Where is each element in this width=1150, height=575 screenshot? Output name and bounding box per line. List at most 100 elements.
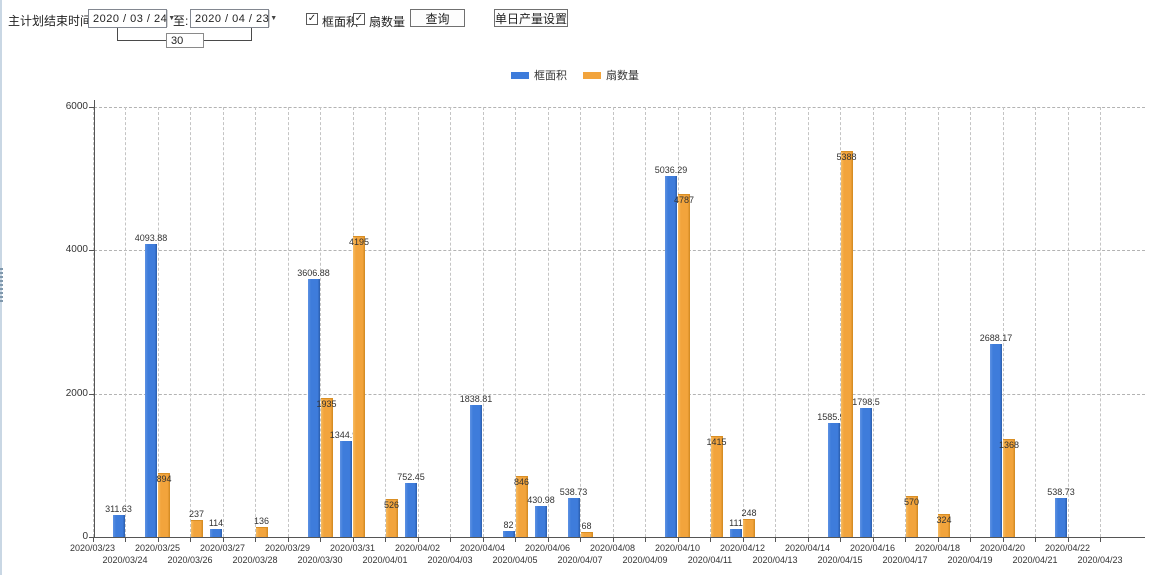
x-tick [775, 538, 776, 542]
y-tick-label: 6000 [65, 101, 88, 112]
bar-value-label: 1415 [706, 436, 727, 447]
bar-fan-count [1003, 438, 1015, 537]
x-tick [710, 538, 711, 542]
date-from-picker[interactable]: 2020 / 03 / 24 ▼ [88, 9, 175, 28]
splitter-handle[interactable] [0, 268, 3, 302]
v-gridline [125, 107, 126, 537]
x-tick [255, 538, 256, 542]
bar-fan-count [190, 520, 203, 537]
v-gridline [807, 107, 809, 537]
legend-swatch-icon [511, 71, 529, 79]
x-tick-label: 2020/04/04 [459, 543, 506, 553]
x-tick [1067, 538, 1069, 542]
y-tick-label: 4000 [65, 244, 88, 256]
x-tick [970, 538, 971, 542]
x-tick-label: 2020/04/13 [752, 555, 798, 565]
bar-frame-area [1055, 498, 1067, 537]
x-tick [125, 538, 126, 542]
legend-label: 框面积 [534, 70, 567, 82]
date-to-picker[interactable]: 2020 / 04 / 23 ▼ [190, 9, 277, 28]
x-tick [385, 538, 386, 542]
x-tick-label: 2020/04/01 [362, 555, 408, 565]
legend-item-1: 扇数量 [583, 67, 639, 83]
x-tick-label: 2020/04/21 [1012, 555, 1058, 565]
bar-value-label: 68 [581, 521, 592, 532]
x-tick-label: 2020/04/06 [524, 543, 571, 553]
bar-value-label: 1798.5 [852, 397, 880, 408]
x-tick [92, 538, 94, 542]
bar-value-label: 1368 [998, 439, 1020, 450]
bar-fan-count [353, 236, 365, 537]
bar-value-label: 5388 [836, 151, 857, 162]
x-tick-label: 2020/04/20 [979, 543, 1026, 553]
bar-fan-count [938, 513, 950, 537]
bar-value-label: 248 [741, 508, 757, 519]
x-tick-label: 2020/03/30 [297, 555, 343, 565]
bar-value-label: 846 [513, 477, 530, 488]
legend-swatch-icon [583, 71, 601, 79]
bar-value-label: 526 [383, 500, 400, 511]
v-gridline [222, 107, 224, 537]
fan-count-checkbox[interactable]: ✓ [353, 13, 365, 25]
daily-output-settings-button[interactable]: 单日产量设置 [494, 9, 568, 27]
x-tick [807, 538, 809, 542]
x-tick-label: 2020/04/12 [719, 543, 766, 553]
bar-frame-area [340, 440, 352, 537]
bar-value-label: 111 [729, 518, 743, 529]
bar-frame-area [665, 176, 677, 537]
x-tick-label: 2020/03/25 [134, 543, 181, 553]
v-gridline [710, 107, 711, 537]
frame-area-checkbox[interactable]: ✓ [306, 13, 318, 25]
x-tick-label: 2020/04/22 [1044, 543, 1091, 553]
x-tick [580, 538, 581, 542]
bar-value-label: 114 [208, 517, 224, 528]
bracket-line-left [117, 28, 118, 41]
query-button[interactable]: 查询 [410, 9, 465, 27]
bar-fan-count [255, 527, 268, 537]
date-to-dropdown-arrow-icon[interactable]: ▼ [269, 10, 277, 27]
y-tick [89, 250, 94, 252]
bar-value-label: 324 [936, 514, 952, 525]
bar-value-label: 894 [156, 473, 172, 484]
bar-fan-count [385, 499, 398, 537]
bar-value-label: 4787 [673, 194, 695, 205]
h-gridline [94, 393, 1145, 395]
x-tick [320, 538, 321, 542]
y-tick [89, 537, 94, 538]
interval-days-input[interactable]: 30 [166, 33, 204, 48]
bar-frame-area [307, 278, 320, 537]
v-gridline [905, 107, 906, 537]
x-tick-label: 2020/04/17 [882, 555, 928, 565]
bar-fan-count [840, 150, 853, 537]
v-gridline [1067, 107, 1069, 537]
x-tick [482, 538, 484, 542]
bar-fan-count [905, 496, 918, 537]
v-gridline [872, 107, 874, 537]
bar-value-label: 570 [903, 497, 920, 508]
v-gridline [92, 107, 94, 537]
v-gridline [515, 107, 516, 537]
bar-frame-area [567, 498, 580, 537]
x-tick [450, 538, 451, 542]
x-tick-label: 2020/03/24 [102, 555, 148, 565]
legend-item-0: 框面积 [511, 67, 567, 83]
bar-frame-area [210, 528, 222, 537]
x-tick-label: 2020/04/18 [914, 543, 961, 553]
x-tick-label: 2020/03/28 [232, 555, 278, 565]
x-tick-label: 2020/03/27 [199, 543, 246, 553]
bar-frame-area [730, 529, 742, 537]
x-tick [872, 538, 874, 542]
bar-value-label: 5036.29 [654, 165, 688, 176]
bar-frame-area [145, 243, 157, 537]
bar-value-label: 4093.88 [134, 232, 168, 243]
x-tick-label: 2020/03/23 [69, 543, 116, 553]
y-axis-line [94, 100, 95, 538]
date-from-dropdown-arrow-icon[interactable]: ▼ [167, 10, 175, 27]
bar-value-label: 430.98 [527, 495, 555, 506]
end-time-label: 主计划结束时间: [8, 14, 96, 28]
x-tick [905, 538, 906, 542]
date-from-value: 2020 / 03 / 24 [93, 12, 168, 25]
x-tick-label: 2020/04/14 [784, 543, 831, 553]
v-gridline [612, 107, 614, 537]
